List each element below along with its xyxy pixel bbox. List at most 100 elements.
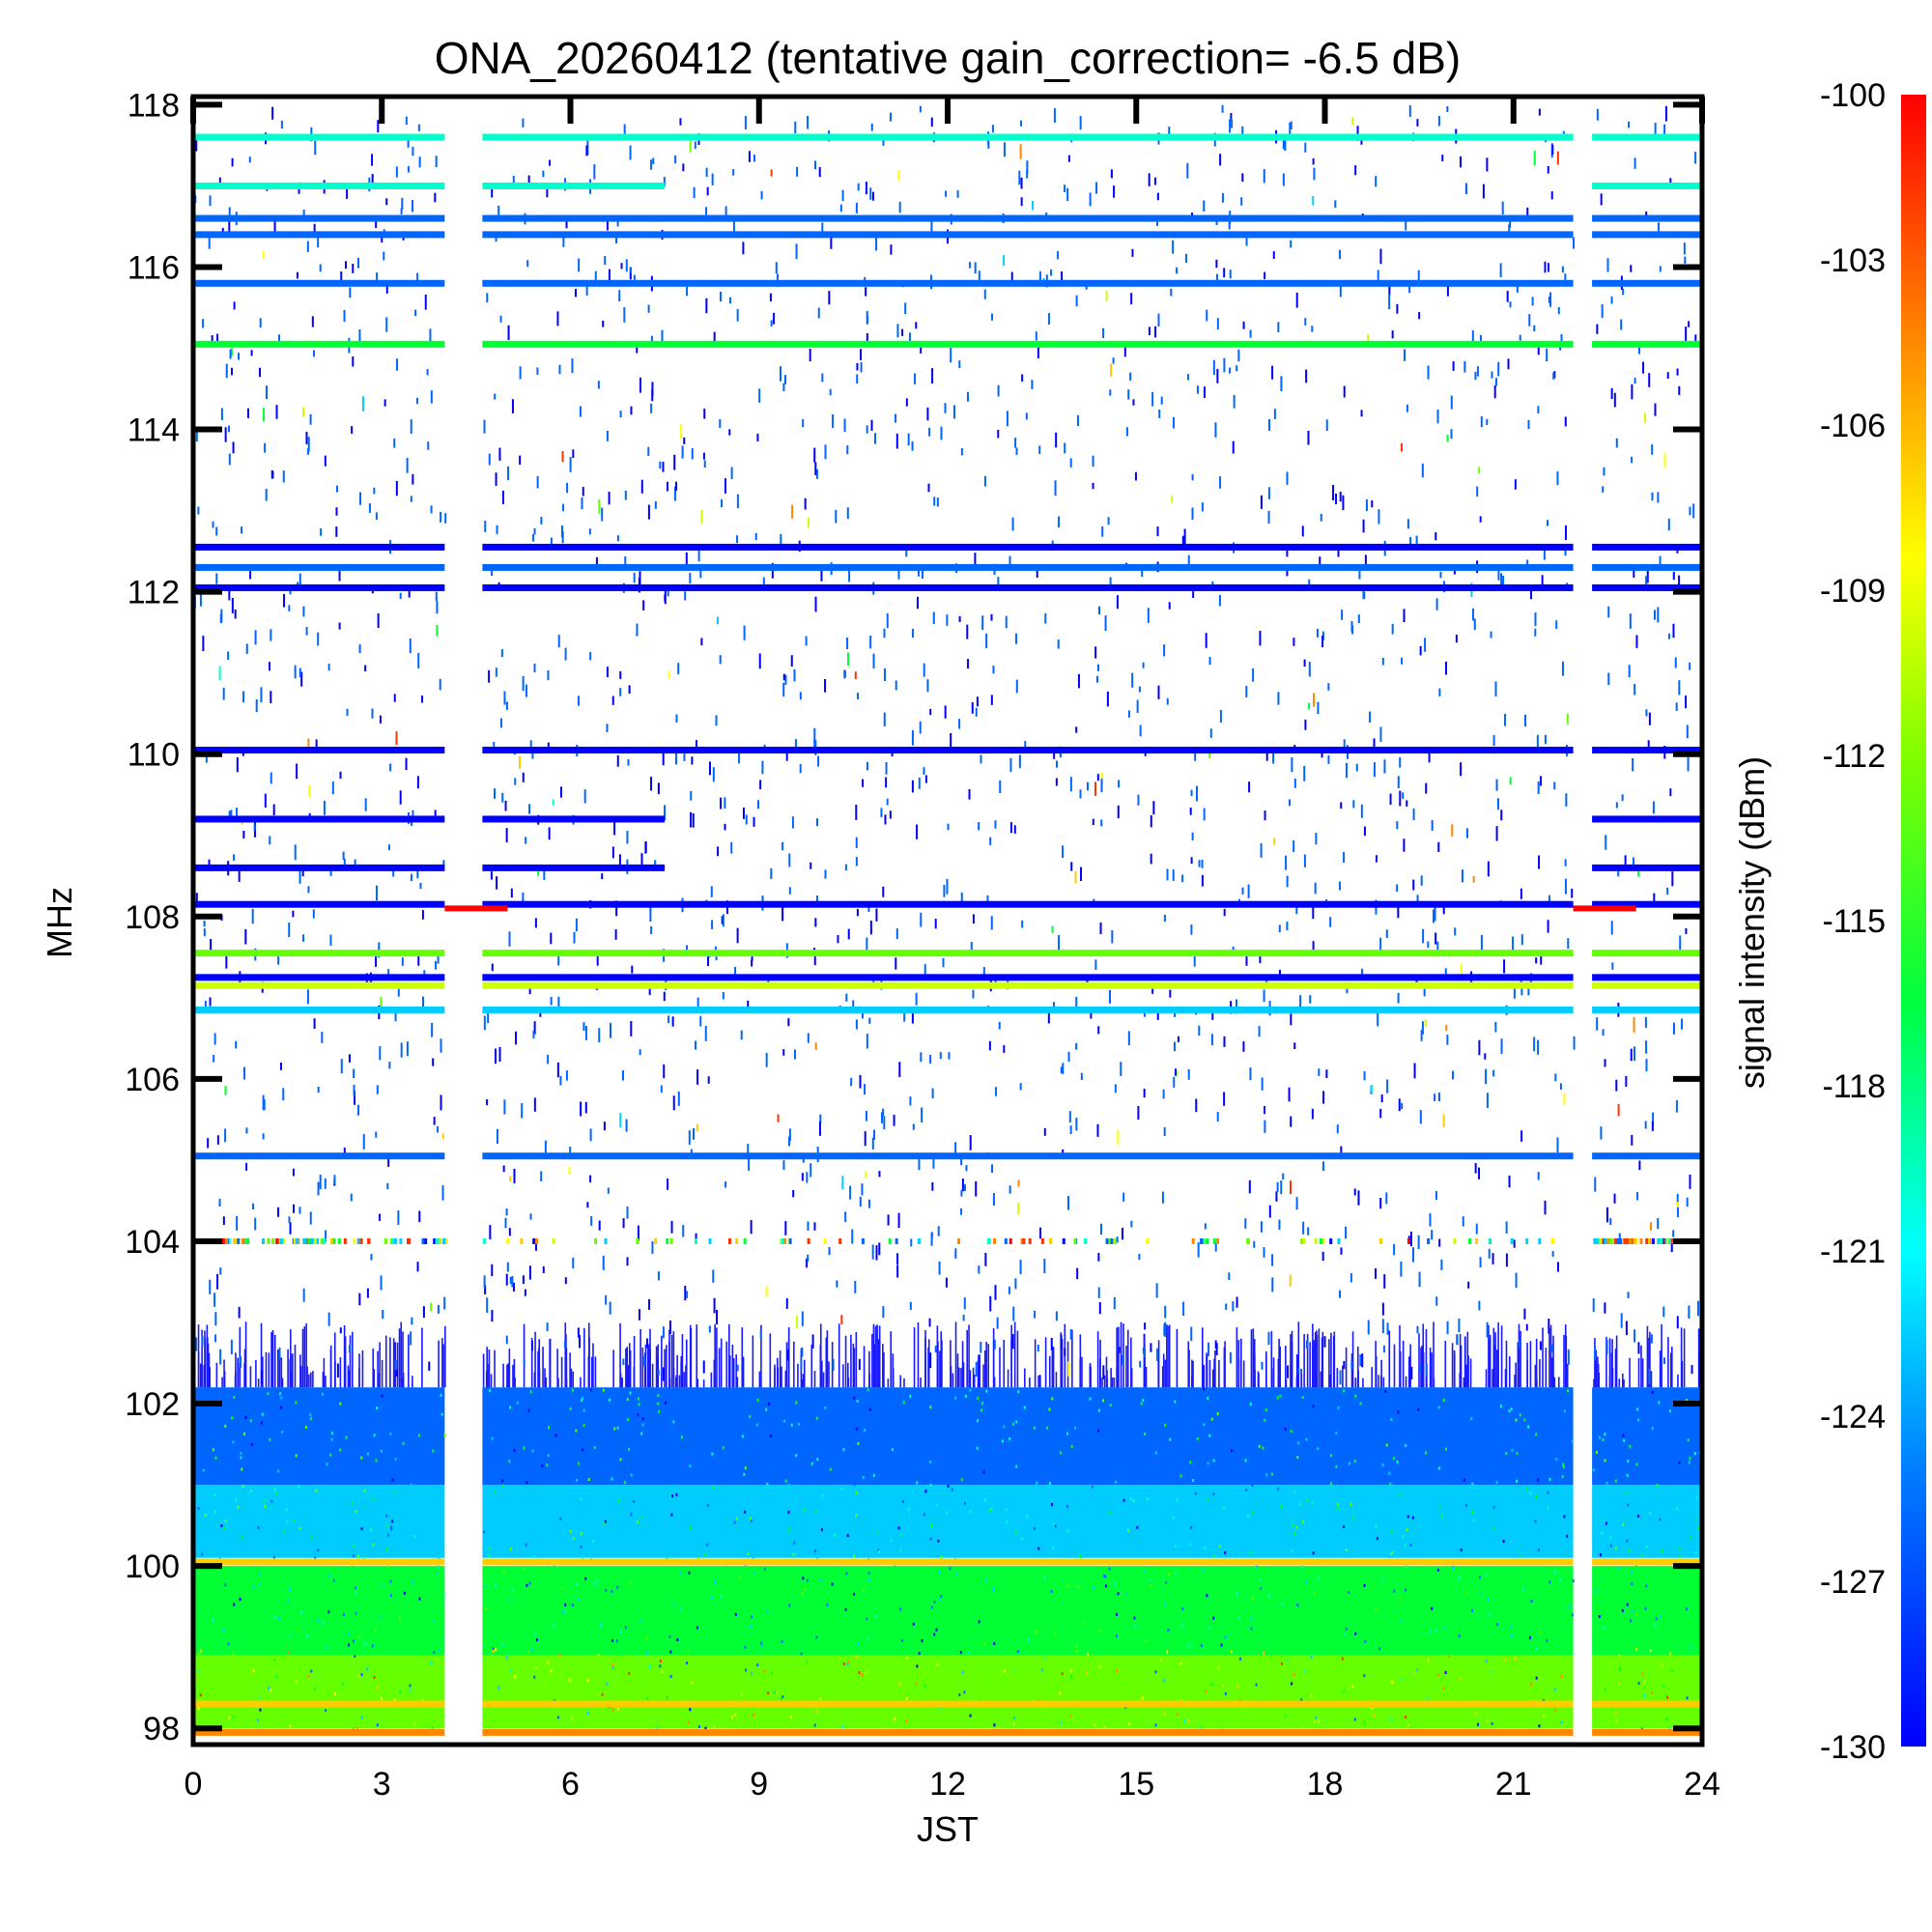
band-9-0 xyxy=(193,747,445,754)
band-10-1 xyxy=(482,815,666,823)
band-2-1 xyxy=(482,214,1574,222)
band-14-0 xyxy=(193,974,445,981)
band-15-1 xyxy=(482,981,1574,989)
band-6-2 xyxy=(1592,543,1702,551)
band-15-0 xyxy=(193,981,445,989)
band-13-2 xyxy=(1592,950,1702,957)
heatmap-area xyxy=(193,104,1702,1736)
x-tick-label-6: 18 xyxy=(1307,1766,1344,1803)
marker-108-0 xyxy=(444,905,508,912)
band-17-1 xyxy=(482,1152,1574,1160)
band-12-0 xyxy=(193,900,445,908)
y-tick-label-3: 104 xyxy=(125,1224,180,1261)
x-tick-label-5: 15 xyxy=(1118,1766,1154,1803)
band-0-1 xyxy=(482,133,1574,141)
colorbar-tick-label-8: -124 xyxy=(1820,1399,1886,1435)
y-tick-label-5: 108 xyxy=(125,899,180,936)
noise-floor-0-0 xyxy=(193,1387,445,1486)
band-9-1 xyxy=(482,747,1574,754)
band-7-1 xyxy=(482,563,1574,571)
band-5-2 xyxy=(1592,340,1702,348)
colorbar-tick-label-3: -109 xyxy=(1820,573,1886,610)
band-19-0 xyxy=(193,1558,445,1566)
colorbar-tick-label-5: -115 xyxy=(1822,903,1886,940)
colorbar xyxy=(1901,95,1926,1747)
colorbar-tick-label-1: -103 xyxy=(1820,242,1886,279)
band-6-1 xyxy=(482,543,1574,551)
y-tick-label-1: 100 xyxy=(125,1548,180,1585)
band-11-1 xyxy=(482,864,666,871)
y-tick-label-2: 102 xyxy=(125,1386,180,1423)
x-axis-label: JST xyxy=(917,1809,979,1849)
band-7-2 xyxy=(1592,563,1702,571)
colorbar-tick-label-0: -100 xyxy=(1820,77,1886,114)
band-8-1 xyxy=(482,583,1574,591)
band-10-0 xyxy=(193,815,445,823)
band-14-1 xyxy=(482,974,1574,981)
y-tick-label-6: 110 xyxy=(128,737,180,774)
x-tick-label-1: 3 xyxy=(373,1766,391,1803)
band-16-0 xyxy=(193,1006,445,1013)
band-1-1 xyxy=(482,182,666,189)
band-7-0 xyxy=(193,563,445,571)
band-19-1 xyxy=(482,1558,1574,1566)
band-4-2 xyxy=(1592,279,1702,287)
band-4-1 xyxy=(482,279,1574,287)
band-19-2 xyxy=(1592,1558,1702,1566)
band-5-0 xyxy=(193,340,445,348)
band-21-2 xyxy=(1592,1728,1702,1736)
band-6-0 xyxy=(193,543,445,551)
noise-floor-2-1 xyxy=(482,1566,1574,1656)
band-10-2 xyxy=(1592,815,1702,823)
y-tick-label-10: 118 xyxy=(128,87,180,124)
noise-floor-0-1 xyxy=(482,1387,1574,1486)
band-0-0 xyxy=(193,133,445,141)
noise-floor-1-0 xyxy=(193,1485,445,1558)
band-12-1 xyxy=(482,900,1574,908)
band-2-2 xyxy=(1592,214,1702,222)
x-tick-label-8: 24 xyxy=(1684,1766,1720,1803)
noise-floor-2-0 xyxy=(193,1566,445,1656)
y-axis-label: MHz xyxy=(40,887,79,958)
band-16-2 xyxy=(1592,1006,1702,1013)
y-tick-label-9: 116 xyxy=(128,249,180,286)
band-11-2 xyxy=(1592,864,1702,871)
chart-title: ONA_20260412 (tentative gain_correction=… xyxy=(435,33,1462,83)
colorbar-tick-label-9: -127 xyxy=(1820,1564,1886,1601)
band-20-0 xyxy=(193,1700,445,1708)
y-tick-label-0: 98 xyxy=(143,1711,180,1747)
band-3-2 xyxy=(1592,231,1702,239)
noise-floor-2-2 xyxy=(1592,1566,1702,1656)
band-16-1 xyxy=(482,1006,1574,1013)
x-tick-label-4: 12 xyxy=(929,1766,966,1803)
colorbar-tick-label-10: -130 xyxy=(1820,1729,1886,1766)
band-1-0 xyxy=(193,182,445,189)
band-8-2 xyxy=(1592,583,1702,591)
colorbar-tick-label-6: -118 xyxy=(1822,1068,1886,1105)
marker-108-1 xyxy=(1573,905,1636,912)
band-11-0 xyxy=(193,864,445,871)
band-13-1 xyxy=(482,950,1574,957)
band-13-0 xyxy=(193,950,445,957)
noise-floor-3-2 xyxy=(1592,1655,1702,1729)
x-tick-label-0: 0 xyxy=(185,1766,203,1803)
noise-floor-1-1 xyxy=(482,1485,1574,1558)
x-tick-label-3: 9 xyxy=(750,1766,768,1803)
band-12-2 xyxy=(1592,900,1702,908)
band-8-0 xyxy=(193,583,445,591)
band-9-2 xyxy=(1592,747,1702,754)
band-1-2 xyxy=(1592,182,1702,189)
band-17-2 xyxy=(1592,1152,1702,1160)
y-tick-label-7: 112 xyxy=(128,575,180,611)
colorbar-tick-label-4: -112 xyxy=(1822,738,1886,775)
band-20-1 xyxy=(482,1700,1574,1708)
colorbar-label: signal intensity (dBm) xyxy=(1732,756,1772,1089)
colorbar-tick-label-7: -121 xyxy=(1820,1234,1886,1270)
y-tick-label-4: 106 xyxy=(125,1062,180,1098)
noise-floor-3-0 xyxy=(193,1655,445,1729)
colorbar-ticks: -100 -103 -106 -109 -112 -115 -118 -121 -124 -127… xyxy=(1820,77,1886,1766)
noise-floor-3-1 xyxy=(482,1655,1574,1729)
band-3-1 xyxy=(482,231,1574,239)
band-14-2 xyxy=(1592,974,1702,981)
band-21-0 xyxy=(193,1728,445,1736)
